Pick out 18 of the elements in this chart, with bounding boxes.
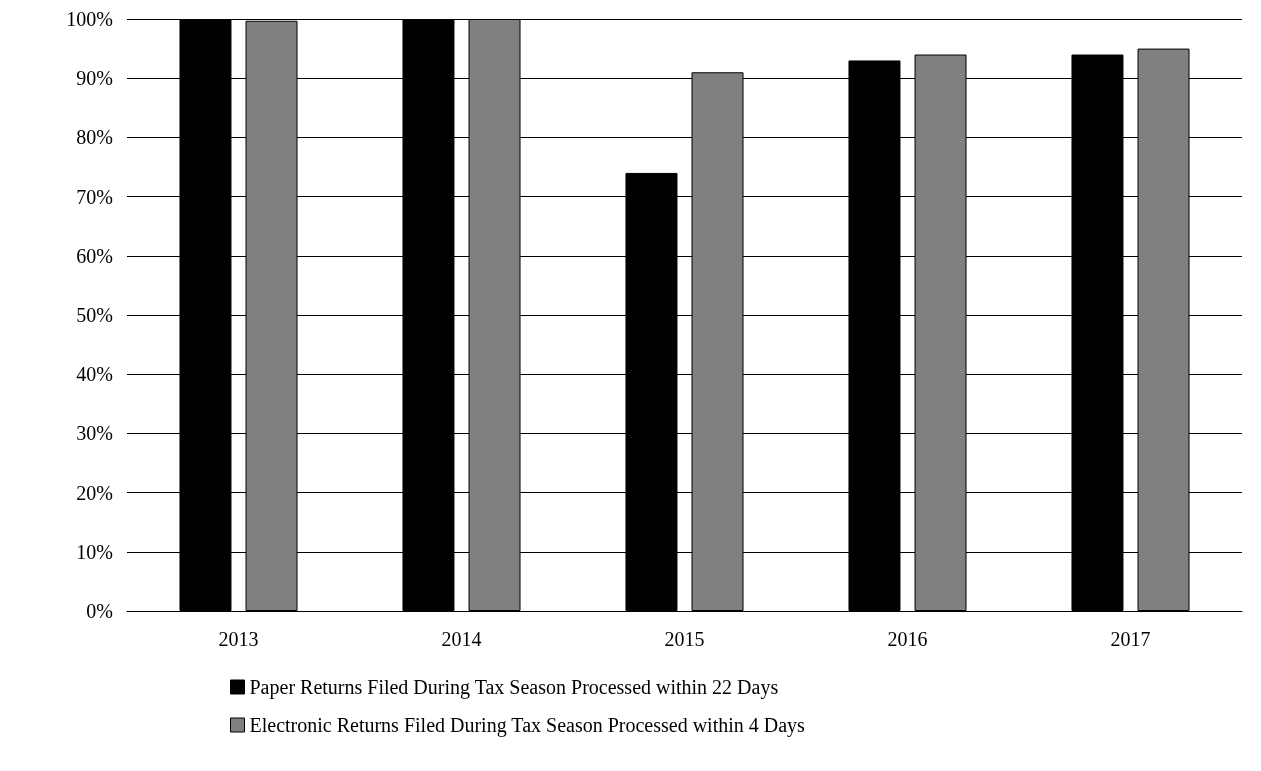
y-tick-label: 50% [76,304,113,326]
y-tick-label: 60% [76,244,113,267]
x-tick-label: 2016 [887,628,928,650]
x-tick-label: 2017 [1110,628,1151,650]
x-tick-label: 2013 [218,628,259,650]
y-tick-label: 20% [76,481,113,504]
y-tick-label: 0% [86,600,113,622]
y-tick-label: 10% [76,540,113,563]
y-tick-label: 80% [76,126,113,149]
y-tick-label: 100% [66,8,113,30]
y-tick-label: 30% [76,422,113,445]
y-tick-label: 90% [76,67,113,90]
x-tick-label: 2015 [664,628,705,650]
y-tick-label: 40% [76,363,113,386]
y-tick-label: 70% [76,185,113,208]
legend-label: Electronic Returns Filed During Tax Season Processed within 4 Days [249,714,806,737]
x-tick-label: 2014 [441,628,482,650]
legend-label: Paper Returns Filed During Tax Season Processed within 22 Days [249,676,779,699]
